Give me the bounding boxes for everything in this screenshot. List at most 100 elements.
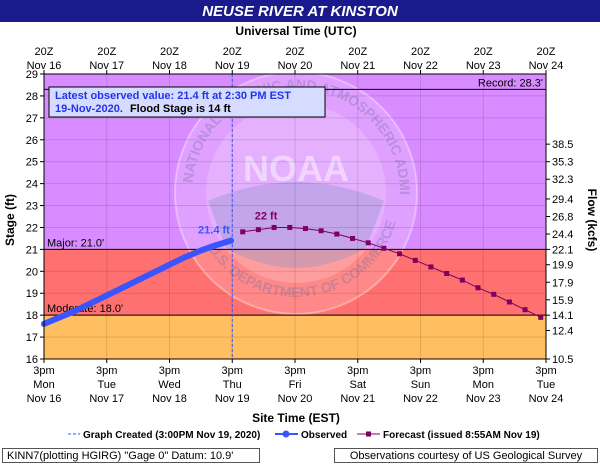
annotation-box xyxy=(48,86,326,118)
x-tick-time-6: 3pm xyxy=(410,365,431,377)
axes: 16 17 18 19 20 21 22 23 24 25 26 27 28 29 10.5 12.4 14.1… xyxy=(26,46,574,405)
x-tick-weekday-3: Thu xyxy=(223,379,242,391)
top-tick-time-4: 20Z xyxy=(286,46,305,58)
right-tick-label-8: 26.8 xyxy=(552,212,573,224)
forecast-point-18 xyxy=(522,307,528,313)
right-tick-label-7: 24.4 xyxy=(552,229,573,241)
annotation-line2: 19-Nov-2020. Flood Stage is 14 ft xyxy=(55,103,231,115)
x-tick-date-3: Nov 19 xyxy=(215,393,250,405)
x-tick-weekday-8: Tue xyxy=(537,379,556,391)
top-tick-time-5: 20Z xyxy=(348,46,367,58)
forecast-point-4 xyxy=(302,226,308,232)
top-tick-date-4: Nov 20 xyxy=(278,60,313,72)
top-tick-date-3: Nov 19 xyxy=(215,60,250,72)
forecast-point-2 xyxy=(271,224,277,230)
legend-observed: Observed xyxy=(301,430,347,441)
forecast-point-17 xyxy=(506,299,512,305)
y-tick-label-7: 23 xyxy=(26,201,38,213)
forecast-point-12 xyxy=(428,264,434,270)
forecast-point-7 xyxy=(350,235,356,241)
forecast-point-3 xyxy=(287,224,293,230)
forecast-point-11 xyxy=(412,257,418,263)
observed-point-4 xyxy=(103,292,110,299)
y-tick-label-6: 22 xyxy=(26,222,38,234)
forecast-point-15 xyxy=(475,285,481,291)
legend-observed-marker xyxy=(282,430,290,438)
observed-point-8 xyxy=(166,261,173,268)
right-tick-label-11: 35.3 xyxy=(552,157,573,169)
right-tick-label-9: 29.4 xyxy=(552,194,573,206)
watermark-inner-disc xyxy=(206,103,386,283)
right-tick-label-6: 22.1 xyxy=(552,244,573,256)
x-tick-time-2: 3pm xyxy=(159,365,180,377)
x-tick-time-1: 3pm xyxy=(96,365,117,377)
x-tick-date-0: Nov 16 xyxy=(27,393,62,405)
chart-title: NEUSE RIVER AT KINSTON xyxy=(202,3,399,20)
right-tick-label-12: 38.5 xyxy=(552,139,573,151)
forecast-point-9 xyxy=(381,245,387,251)
y-tick-label-2: 18 xyxy=(26,310,38,322)
footer-credit: Observations courtesy of US Geological S… xyxy=(334,448,598,463)
y-tick-label-10: 26 xyxy=(26,135,38,147)
x-tick-date-8: Nov 24 xyxy=(529,393,564,405)
observed-point-9 xyxy=(182,254,189,261)
y-tick-label-13: 29 xyxy=(26,69,38,81)
x-tick-date-5: Nov 21 xyxy=(340,393,375,405)
observed-point-10 xyxy=(197,247,204,254)
forecast-point-10 xyxy=(397,251,403,257)
annotation-line1: Latest observed value: 21.4 ft at 2:30 P… xyxy=(55,90,291,102)
forecast-line xyxy=(242,227,542,318)
forecast-point-5 xyxy=(318,228,324,234)
x-tick-weekday-4: Fri xyxy=(289,379,302,391)
right-tick-label-0: 10.5 xyxy=(552,354,573,366)
top-tick-date-2: Nov 18 xyxy=(152,60,187,72)
top-tick-time-6: 20Z xyxy=(411,46,430,58)
data-series: 21.4 ft 22 ft xyxy=(41,74,544,359)
top-tick-time-8: 20Z xyxy=(537,46,556,58)
forecast-peak-label: 22 ft xyxy=(255,210,278,222)
legend-forecast-marker xyxy=(366,431,371,437)
observed-point-1 xyxy=(56,314,63,321)
y-tick-label-0: 16 xyxy=(26,354,38,366)
y-tick-label-9: 25 xyxy=(26,157,38,169)
x-tick-date-2: Nov 18 xyxy=(152,393,187,405)
y-tick-label-4: 20 xyxy=(26,266,38,278)
forecast-point-16 xyxy=(491,291,497,297)
top-tick-date-8: Nov 24 xyxy=(529,60,564,72)
forecast-point-8 xyxy=(365,240,371,246)
x-tick-date-4: Nov 20 xyxy=(278,393,313,405)
x-tick-weekday-7: Mon xyxy=(473,379,494,391)
footer-datum: KINN7(plotting HGIRG) "Gage 0" Datum: 10… xyxy=(2,448,260,463)
top-axis-title: Universal Time (UTC) xyxy=(235,24,356,38)
top-tick-time-1: 20Z xyxy=(97,46,116,58)
observed-point-11 xyxy=(213,242,220,248)
top-tick-date-5: Nov 21 xyxy=(340,60,375,72)
x-tick-date-7: Nov 23 xyxy=(466,393,501,405)
x-tick-date-1: Nov 17 xyxy=(89,393,124,405)
forecast-point-14 xyxy=(459,277,465,283)
top-tick-time-3: 20Z xyxy=(223,46,242,58)
right-tick-label-5: 19.9 xyxy=(552,260,573,272)
x-tick-time-4: 3pm xyxy=(284,365,305,377)
x-tick-weekday-6: Sun xyxy=(411,379,431,391)
observed-point-12 xyxy=(227,237,234,244)
right-tick-label-3: 15.9 xyxy=(552,295,573,307)
x-tick-date-6: Nov 22 xyxy=(403,393,438,405)
top-tick-date-7: Nov 23 xyxy=(466,60,501,72)
y-tick-label-11: 27 xyxy=(26,113,38,125)
y-tick-label-12: 28 xyxy=(26,91,38,103)
x-tick-weekday-2: Wed xyxy=(158,379,180,391)
x-tick-weekday-1: Tue xyxy=(97,379,116,391)
y-tick-label-8: 24 xyxy=(26,179,38,191)
y-tick-label-3: 19 xyxy=(26,288,38,300)
y-axis-title: Stage (ft) xyxy=(3,194,17,246)
top-tick-time-7: 20Z xyxy=(474,46,493,58)
watermark-noaa-text: NOAA xyxy=(243,148,349,189)
observed-point-7 xyxy=(150,269,157,276)
threshold-label-record: Record: 28.3' xyxy=(478,77,543,89)
right-tick-label-2: 14.1 xyxy=(552,310,573,322)
watermark-outer-ring xyxy=(174,71,418,315)
top-tick-date-0: Nov 16 xyxy=(27,60,62,72)
latest-value-annotation: Latest observed value: 21.4 ft at 2:30 P… xyxy=(48,86,326,118)
